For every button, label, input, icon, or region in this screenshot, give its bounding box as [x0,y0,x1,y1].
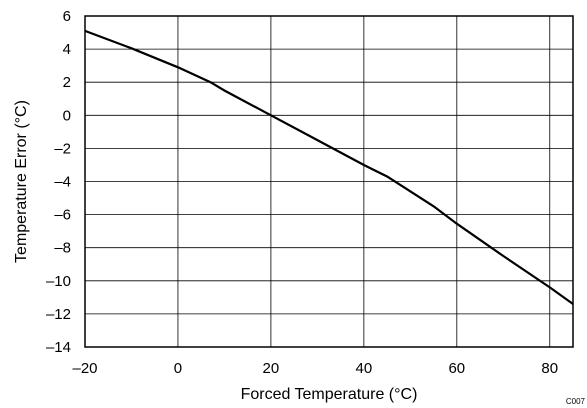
y-tick-label: –10 [46,273,71,290]
y-tick-label: –14 [46,339,71,356]
x-tick-label: 0 [174,360,182,377]
y-tick-label: 6 [63,8,71,25]
y-tick-label: –2 [54,140,71,157]
y-tick-label: 0 [63,107,71,124]
plot-area-frame [84,15,574,348]
x-axis-label: Forced Temperature (°C) [241,386,418,403]
y-tick-label: 4 [63,41,71,58]
x-axis-ticks: –20 0 20 40 60 80 [72,360,558,377]
x-tick-label: 60 [448,360,465,377]
y-tick-label: 2 [63,74,71,91]
x-tick-label: –20 [72,360,97,377]
grid-lines [84,15,573,348]
x-tick-label: 80 [541,360,558,377]
figure-code-label: C007 [566,397,586,406]
y-tick-label: –4 [54,174,71,191]
series-line [84,29,574,305]
y-tick-label: –8 [54,240,71,257]
y-axis-label: Temperature Error (°C) [13,100,30,263]
x-tick-label: 20 [263,360,280,377]
x-tick-label: 40 [356,360,373,377]
y-tick-label: –6 [54,207,71,224]
y-tick-label: –12 [46,306,71,323]
y-axis-ticks: 6 4 2 0 –2 –4 –6 –8 –10 –12 –14 [46,8,71,356]
